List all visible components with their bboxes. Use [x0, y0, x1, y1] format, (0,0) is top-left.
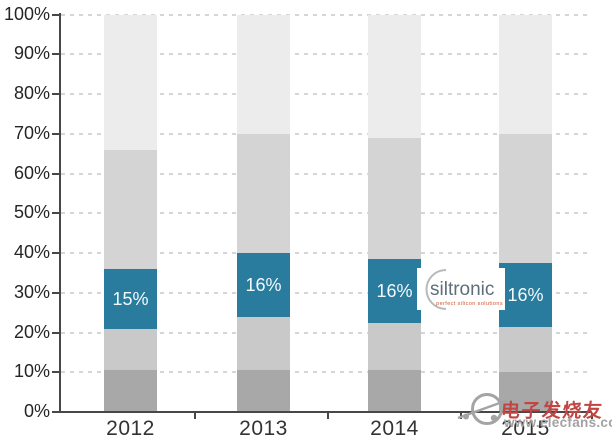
x-axis-category-label: 2012 [106, 417, 155, 440]
bar-segment-lower-mid-gray [368, 322, 421, 371]
bar-segment-top-light-gray [499, 14, 552, 134]
y-axis-tick-label: 50% [13, 202, 50, 223]
x-axis-category-label: 2013 [239, 417, 288, 440]
y-axis-tick-label: 40% [13, 242, 50, 263]
x-axis-tick [591, 413, 593, 419]
bar-segment-upper-mid-gray [104, 149, 157, 269]
y-axis-tick [52, 53, 60, 56]
bar-segment-top-light-gray [104, 14, 157, 150]
y-axis-tick [52, 172, 60, 175]
siltronic-brand-text: siltronic [430, 279, 494, 300]
y-axis-tick [52, 371, 60, 374]
y-axis-tick-label: 10% [13, 361, 50, 382]
elecfans-logo-icon [457, 393, 509, 425]
bar-segment-siltronic-teal-highlight [499, 262, 552, 327]
gridline [61, 252, 592, 255]
y-axis-tick-label: 70% [13, 122, 50, 143]
siltronic-logo: siltronic perfect silicon solutions [417, 268, 505, 310]
siltronic-tagline-text: perfect silicon solutions [436, 301, 503, 307]
y-axis-tick [52, 252, 60, 255]
x-axis-category-label: 2015 [501, 417, 550, 440]
y-axis-tick [52, 331, 60, 334]
x-axis-category-label: 2014 [370, 417, 419, 440]
y-axis-tick [52, 132, 60, 135]
y-axis-tick-label: 60% [13, 162, 50, 183]
y-axis-tick [52, 411, 60, 413]
elecfans-url-text: www.elecfans.com [504, 415, 612, 430]
bar-segment-siltronic-teal-highlight [368, 259, 421, 323]
y-axis-tick [52, 212, 60, 215]
bar-segment-lower-mid-gray [499, 326, 552, 373]
gridline [61, 132, 592, 135]
y-axis-tick-label: 30% [13, 281, 50, 302]
bar-segment-bottom-dark-gray [499, 372, 552, 412]
bar-segment-data-label: 16% [376, 280, 413, 301]
bar-segment-lower-mid-gray [237, 316, 290, 371]
x-axis-tick [327, 413, 329, 419]
y-axis-tick-label: 20% [13, 321, 50, 342]
bar-segment-upper-mid-gray [499, 133, 552, 263]
gridline [61, 212, 592, 215]
gridline [61, 331, 592, 334]
gridline [61, 291, 592, 294]
bar-segment-data-label: 15% [112, 288, 149, 309]
gridline [61, 172, 592, 175]
y-axis-tick-label: 90% [13, 43, 50, 64]
y-axis-tick [52, 291, 60, 294]
y-axis-tick-label: 100% [3, 3, 50, 24]
y-axis-tick [52, 93, 60, 96]
bar-segment-top-light-gray [237, 14, 290, 134]
bar-segment-bottom-dark-gray [368, 370, 421, 412]
bar-segment-bottom-dark-gray [237, 370, 290, 412]
elecfans-watermark: 电子发烧友 www.elecfans.com [456, 389, 612, 445]
gridline [61, 93, 592, 96]
siltronic-swoosh-icon: siltronic perfect silicon solutions [425, 269, 503, 310]
bar-segment-siltronic-teal-highlight [237, 253, 290, 317]
bar-segment-bottom-dark-gray [104, 370, 157, 412]
bar-segment-top-light-gray [368, 14, 421, 138]
y-axis-tick-label: 80% [13, 83, 50, 104]
y-axis-tick [52, 13, 60, 16]
bar-segment-data-label: 16% [507, 284, 544, 305]
bar-segment-data-label: 16% [245, 274, 282, 295]
bar-segment-upper-mid-gray [368, 137, 421, 259]
y-axis-line [59, 13, 61, 413]
gridline [61, 13, 592, 16]
bar-segment-lower-mid-gray [104, 328, 157, 371]
gridline [61, 53, 592, 56]
gridline [61, 371, 592, 374]
y-axis-tick-label: 0% [23, 401, 50, 421]
x-axis-line [52, 411, 592, 413]
bar-segment-upper-mid-gray [237, 133, 290, 254]
x-axis-tick [194, 413, 196, 419]
bar-segment-siltronic-teal-highlight [104, 268, 157, 329]
